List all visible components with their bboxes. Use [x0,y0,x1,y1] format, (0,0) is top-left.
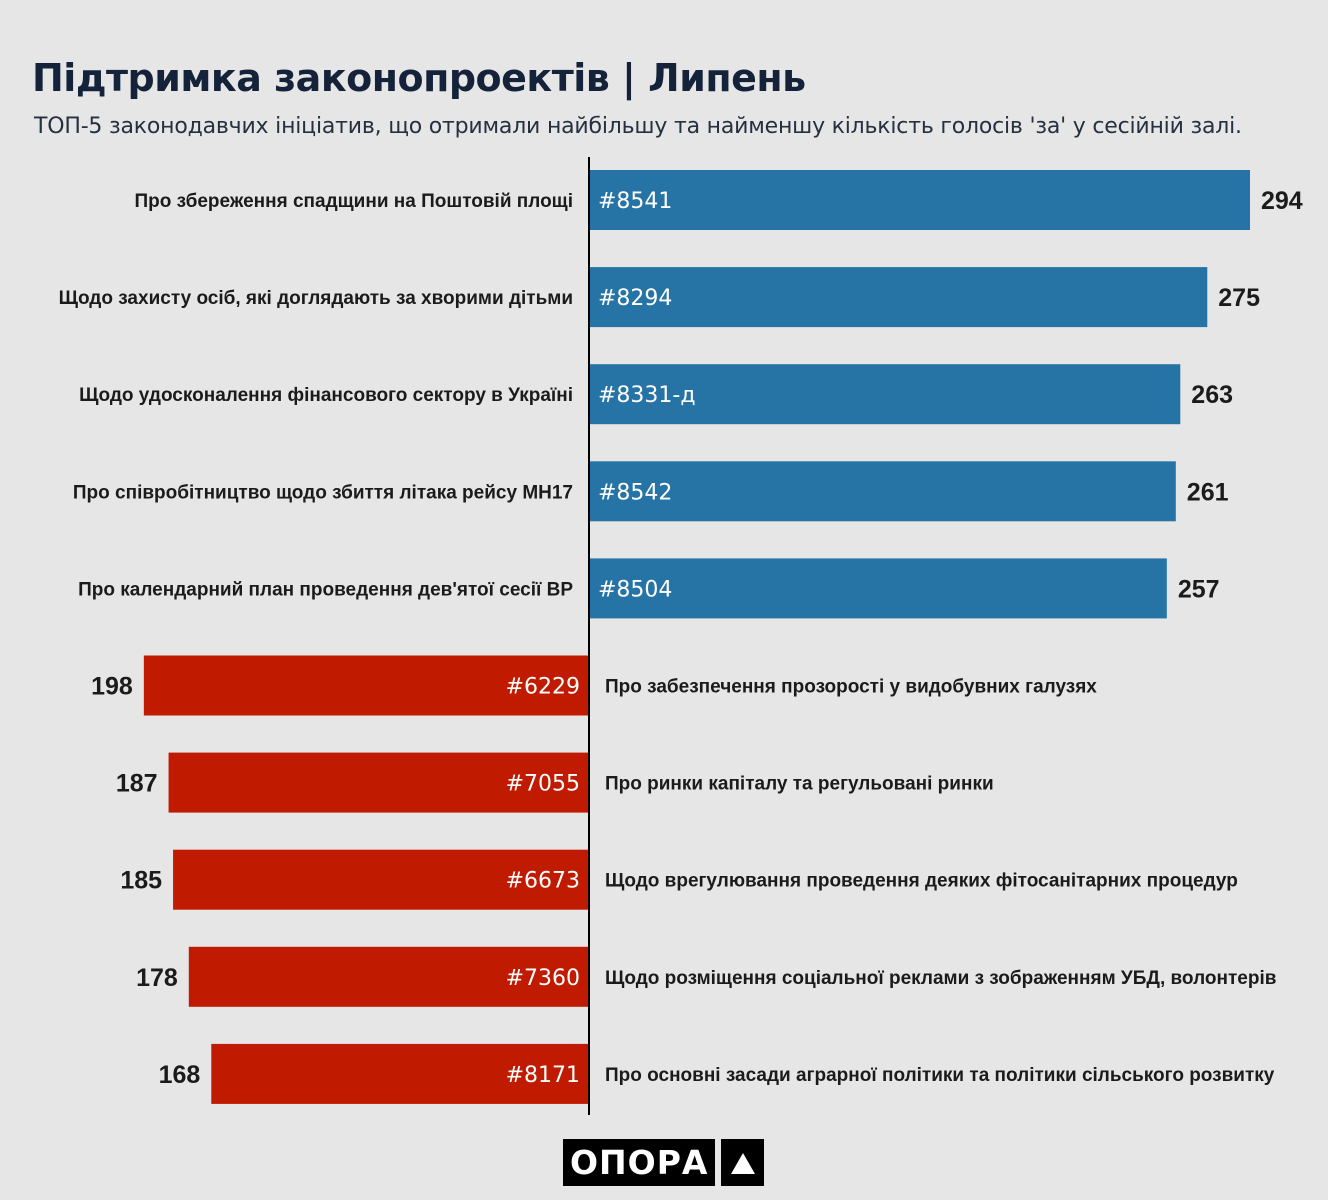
bill-id-label: #7055 [506,772,580,797]
bill-title-label: Про забезпечення прозорості у видобувних… [605,677,1097,698]
chart-title: Підтримка законопроектів | Липень [32,56,806,100]
value-label: 263 [1191,381,1233,409]
bill-id-label: #8541 [598,189,672,214]
value-label: 168 [159,1061,201,1089]
bill-id-label: #7360 [506,966,580,991]
bill-title-label: Щодо удосконалення фінансового сектору в… [79,385,573,406]
bar-chart: #8541 294 Про збереження спадщини на Пошто… [59,157,1303,1115]
bill-title-label: Про співробітництво щодо збиття літака р… [73,482,573,503]
bottom-bar [143,655,589,716]
bill-id-label: #8331-д [598,383,696,408]
bill-title-label: Про ринки капіталу та регульовані ринки [605,774,994,795]
top-bar [589,364,1181,425]
bill-id-label: #8504 [598,577,672,602]
bill-title-label: Щодо захисту осіб, які доглядають за хво… [59,288,573,309]
value-label: 257 [1178,575,1220,603]
bill-title-label: Про календарний план проведення дев'ятої… [78,579,573,600]
opora-logo: ОПОРА [563,1139,765,1186]
bill-id-label: #8171 [506,1063,580,1088]
bill-title-label: Щодо розміщення соціальної реклами з зоб… [605,968,1276,989]
value-label: 185 [120,867,162,895]
value-label: 275 [1218,284,1260,312]
triangle-icon [721,1139,765,1186]
value-label: 261 [1187,478,1229,506]
bottom-bar [173,849,589,910]
top-bar [589,170,1250,230]
bill-title-label: Про збереження спадщини на Поштовій площ… [135,191,573,212]
value-label: 187 [116,770,158,798]
bottom-bar [168,752,589,813]
logo-text: ОПОРА [563,1139,716,1186]
value-label: 178 [136,964,178,992]
bill-id-label: #8542 [598,480,672,505]
bill-id-label: #6229 [506,675,580,700]
chart-subtitle: ТОП-5 законодавчих ініціатив, що отримал… [34,114,1242,139]
bottom-bar [188,946,589,1007]
top-bar [589,558,1167,619]
bill-id-label: #8294 [598,286,672,311]
bill-title-label: Про основні засади аграрної політики та … [605,1065,1275,1086]
value-label: 294 [1261,187,1303,215]
top-bar [589,461,1176,522]
bill-id-label: #6673 [506,869,580,894]
top-bar [589,267,1208,328]
value-label: 198 [91,673,133,701]
bill-title-label: Щодо врегулювання проведення деяких фіто… [605,871,1238,892]
bottom-bar [211,1043,590,1104]
